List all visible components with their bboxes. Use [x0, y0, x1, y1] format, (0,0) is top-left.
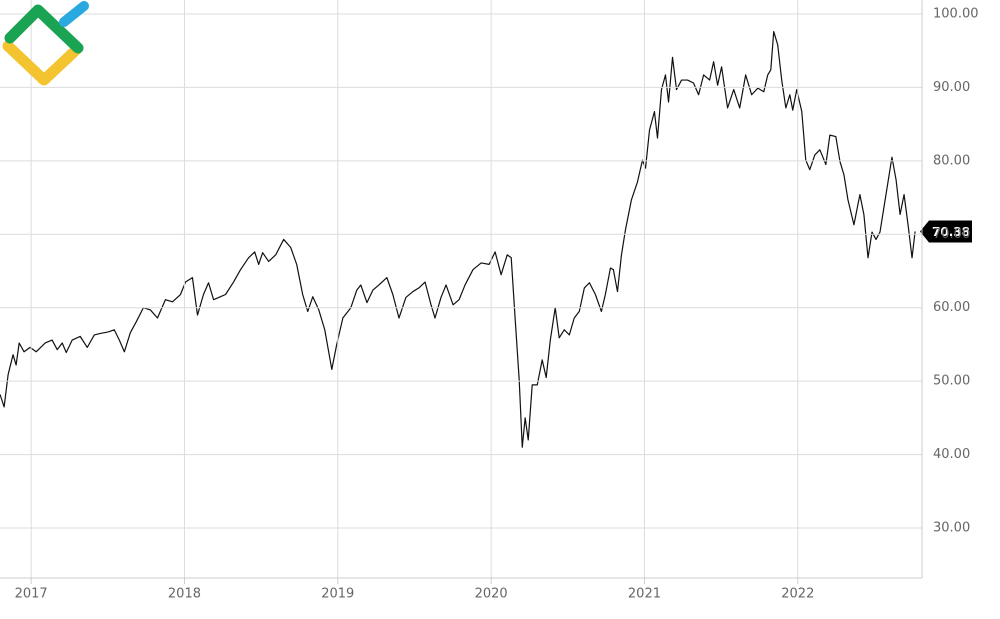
y-tick-label: 30.00: [933, 521, 970, 536]
axes: 30.00 40.00 50.00 60.00 70.00 80.00 90.00 100.0…: [0, 0, 979, 602]
y-tick-label: 90.00: [933, 80, 970, 95]
logo: [2, 1, 89, 86]
logo-green: [4, 4, 84, 54]
x-tick-label: 2019: [321, 587, 354, 602]
x-tick-label: 2018: [168, 587, 201, 602]
last-value-label: 70.38: [932, 225, 970, 239]
y-tick-label: 40.00: [933, 447, 970, 462]
logo-blue: [59, 1, 89, 27]
y-tick-label: 60.00: [933, 300, 970, 315]
y-tick-label: 50.00: [933, 374, 970, 389]
series: 70.38: [0, 30, 972, 448]
x-tick-label: 2021: [628, 587, 661, 602]
y-tick-label: 70.00: [933, 227, 970, 242]
x-tick-label: 2022: [781, 587, 814, 602]
y-tick-label: 100.00: [933, 6, 979, 21]
price-line: [0, 30, 916, 448]
x-tick-label: 2017: [15, 587, 48, 602]
logo-yellow: [2, 40, 82, 86]
y-tick-label: 80.00: [933, 153, 970, 168]
last-value-badge: [920, 220, 972, 243]
x-tick-label: 2020: [475, 587, 508, 602]
